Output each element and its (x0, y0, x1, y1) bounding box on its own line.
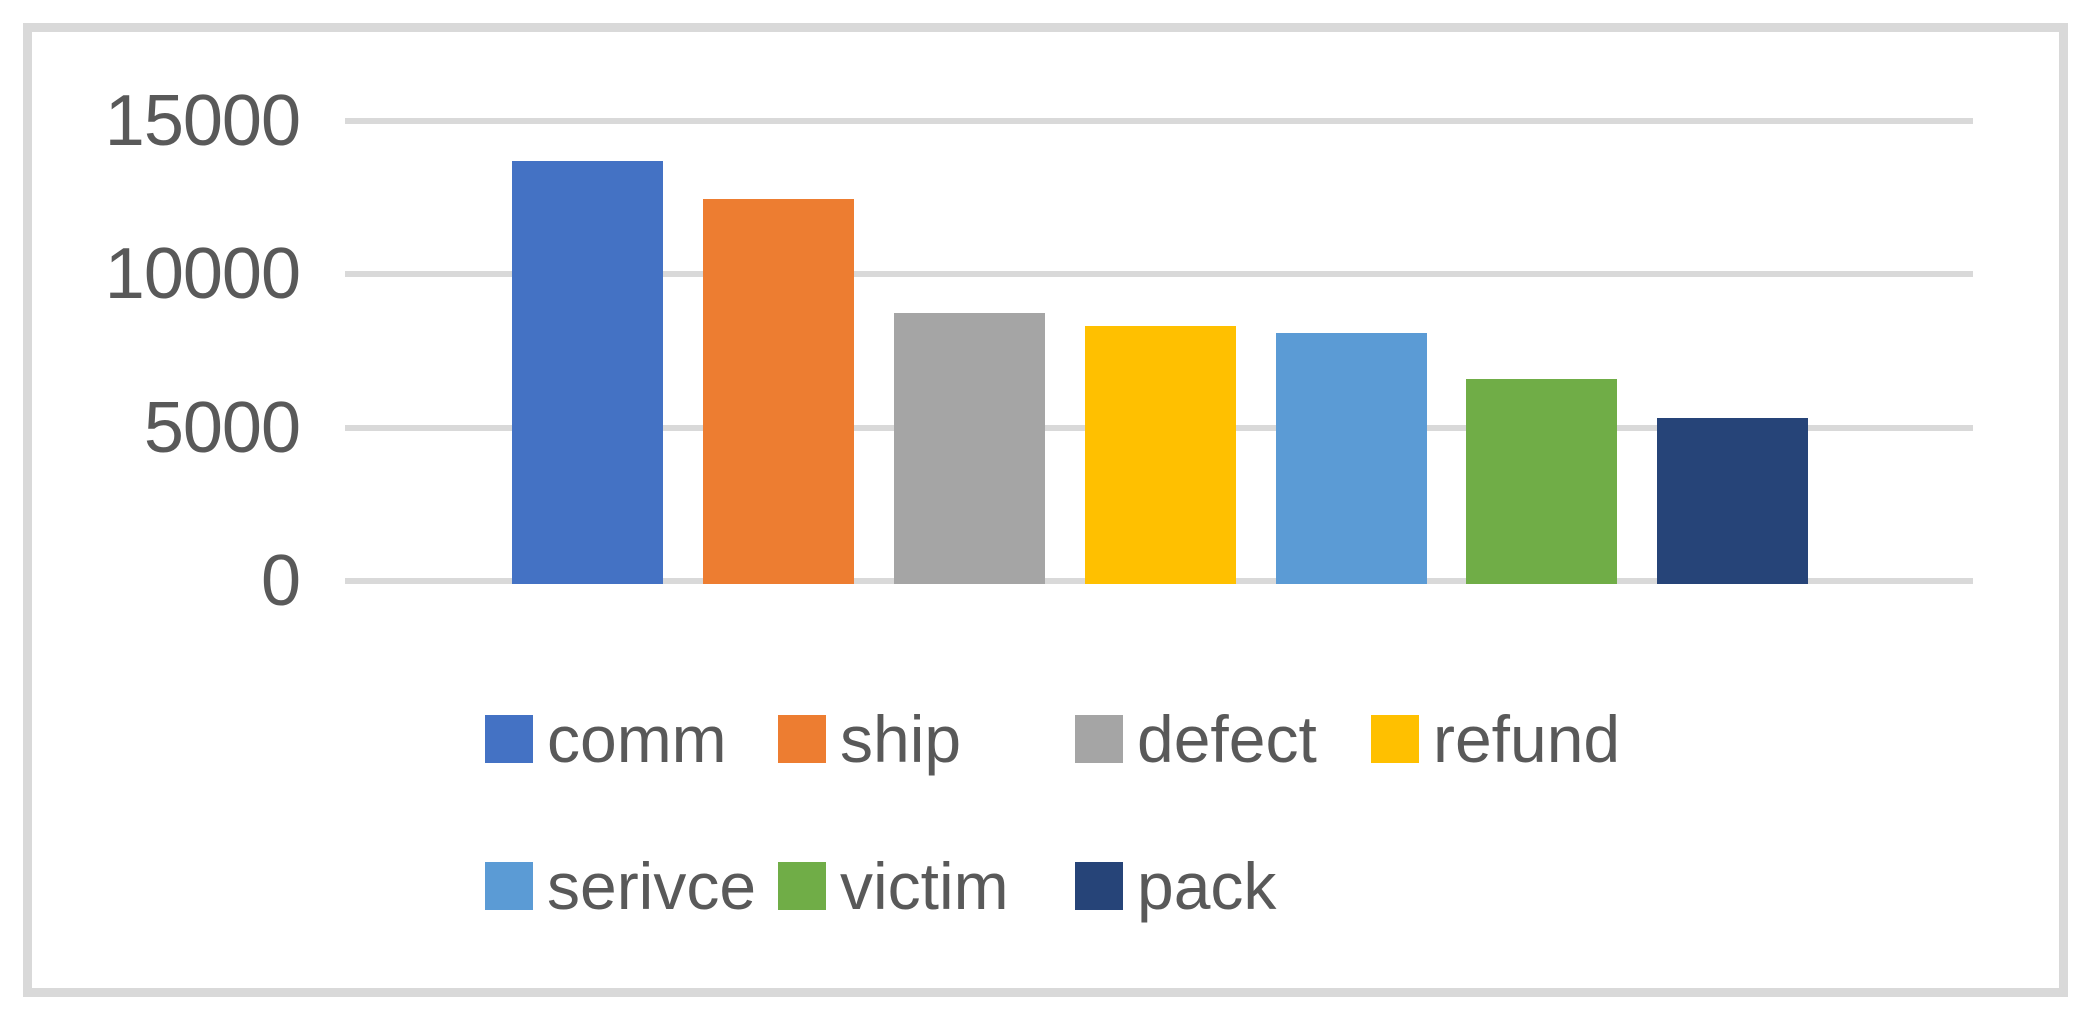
y-tick-label-10000: 10000 (104, 234, 301, 315)
legend-item-defect: defect (1075, 703, 1317, 775)
legend-swatch-defect (1075, 715, 1123, 763)
legend-item-ship: ship (778, 703, 961, 775)
legend-label-defect: defect (1137, 702, 1317, 776)
legend-label-victim: victim (840, 849, 1009, 923)
legend-item-refund: refund (1371, 703, 1620, 775)
legend-label-comm: comm (547, 702, 727, 776)
legend-label-serivce: serivce (547, 849, 757, 923)
legend-item-comm: comm (485, 703, 727, 775)
legend-swatch-refund (1371, 715, 1419, 763)
bar-ship (702, 199, 854, 584)
legend-item-pack: pack (1075, 850, 1276, 922)
legend-label-ship: ship (840, 702, 962, 776)
bar-victim (1466, 378, 1618, 584)
chart-frame: 15000 10000 5000 0 comm ship defect refund seri… (23, 23, 2068, 997)
bar-refund (1084, 326, 1236, 584)
legend-swatch-victim (778, 862, 826, 910)
legend-swatch-pack (1075, 862, 1123, 910)
legend-item-serivce: serivce (485, 850, 756, 922)
bar-defect (893, 312, 1045, 584)
legend-item-victim: victim (778, 850, 1009, 922)
legend-label-refund: refund (1433, 702, 1621, 776)
y-tick-label-5000: 5000 (143, 387, 301, 468)
legend-label-pack: pack (1137, 849, 1277, 923)
gridline-10000 (345, 271, 1973, 278)
legend-swatch-ship (778, 715, 826, 763)
bar-comm (511, 160, 663, 584)
bar-pack (1657, 418, 1809, 584)
gridline-15000 (345, 118, 1973, 124)
legend-swatch-serivce (485, 862, 533, 910)
legend-swatch-comm (485, 715, 533, 763)
bar-serivce (1275, 332, 1427, 584)
y-tick-label-15000: 15000 (104, 81, 301, 161)
y-tick-label-0: 0 (260, 541, 301, 621)
